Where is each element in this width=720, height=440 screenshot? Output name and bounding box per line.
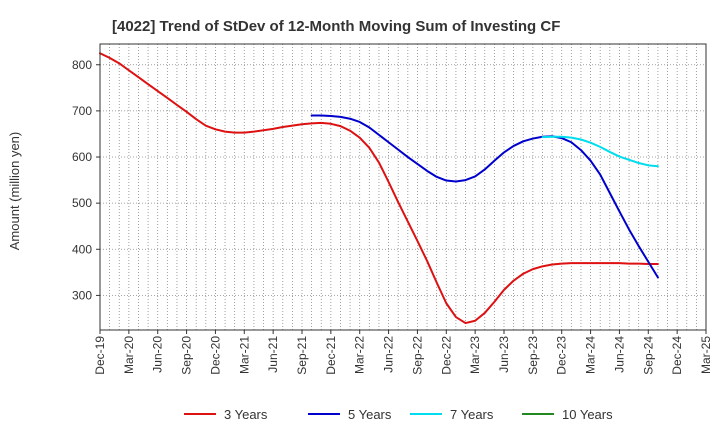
y-axis-label: Amount (million yen): [7, 132, 22, 251]
x-tick-label: Jun-22: [382, 336, 396, 373]
x-tick-label: Dec-23: [555, 336, 569, 375]
x-tick-label: Dec-21: [324, 336, 338, 375]
plot-background: [100, 44, 706, 330]
y-tick-label: 800: [72, 58, 92, 72]
x-axis-ticks: Dec-19 Mar-20 Jun-20 Sep-20 Dec-20 Mar-21 Jun-…: [93, 330, 713, 375]
legend: 3 Years 5 Years 7 Years 10 Years: [184, 407, 613, 422]
x-tick-label: Sep-24: [641, 336, 655, 375]
chart-title: [4022] Trend of StDev of 12-Month Moving…: [112, 18, 560, 35]
y-tick-label: 300: [72, 288, 92, 302]
legend-label: 5 Years: [348, 407, 392, 422]
x-tick-label: Jun-24: [612, 336, 626, 373]
x-tick-label: Mar-25: [699, 336, 713, 374]
x-tick-label: Sep-23: [526, 336, 540, 375]
plot-area: [99, 43, 707, 331]
x-tick-label: Jun-20: [151, 336, 165, 373]
x-tick-label: Jun-21: [266, 336, 280, 373]
x-tick-label: Sep-20: [180, 336, 194, 375]
series-line: [541, 135, 659, 168]
x-tick-label: Mar-23: [468, 336, 482, 374]
x-tick-label: Mar-21: [237, 336, 251, 374]
x-tick-label: Sep-22: [410, 336, 424, 375]
x-tick-label: Jun-23: [497, 336, 511, 373]
y-tick-label: 400: [72, 242, 92, 256]
series-line: [310, 114, 659, 279]
y-tick-label: 500: [72, 196, 92, 210]
x-tick-label: Mar-24: [584, 336, 598, 374]
x-tick-label: Dec-22: [439, 336, 453, 375]
legend-label: 3 Years: [224, 407, 268, 422]
x-tick-label: Dec-24: [670, 336, 684, 375]
plot-frame: [99, 43, 707, 331]
x-tick-label: Dec-20: [208, 336, 222, 375]
series-lines: [99, 52, 659, 325]
legend-label: 7 Years: [450, 407, 494, 422]
legend-label: 10 Years: [562, 407, 613, 422]
series-line: [99, 52, 659, 325]
y-tick-label: 700: [72, 104, 92, 118]
x-tick-label: Mar-20: [122, 336, 136, 374]
horizontal-grid: [100, 64, 706, 296]
x-tick-label: Dec-19: [93, 336, 107, 375]
x-tick-label: Sep-21: [295, 336, 309, 375]
x-tick-label: Mar-22: [353, 336, 367, 374]
y-axis-ticks: 300 400 500 600 700 800: [72, 58, 100, 302]
y-tick-label: 600: [72, 150, 92, 164]
